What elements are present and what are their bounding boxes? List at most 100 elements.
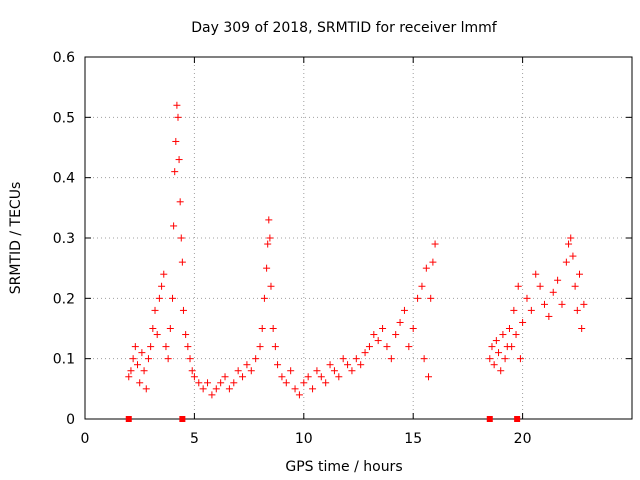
data-point <box>571 282 579 290</box>
data-point <box>562 258 570 266</box>
data-point <box>160 270 168 278</box>
gap-marker <box>514 416 521 422</box>
data-point <box>155 294 163 302</box>
data-point <box>151 306 159 314</box>
data-point <box>429 258 437 266</box>
data-point <box>425 373 433 381</box>
data-point <box>339 355 347 363</box>
data-point <box>499 331 507 339</box>
data-point <box>260 294 268 302</box>
data-point <box>418 282 426 290</box>
data-point <box>265 216 273 224</box>
data-point <box>264 240 272 248</box>
data-point <box>291 385 299 393</box>
data-point <box>170 222 178 230</box>
data-point <box>516 355 524 363</box>
data-point <box>313 367 321 375</box>
data-point <box>149 325 157 332</box>
data-point <box>282 379 290 387</box>
data-point <box>361 349 369 357</box>
data-point <box>184 343 192 351</box>
data-point <box>527 306 535 314</box>
data-point <box>565 240 573 248</box>
x-tick-label: 10 <box>295 431 313 447</box>
data-point <box>166 325 174 332</box>
data-point <box>142 385 150 393</box>
data-point <box>243 361 251 369</box>
data-point <box>144 355 152 363</box>
data-point <box>287 367 295 375</box>
y-tick-label: 0.1 <box>53 352 75 368</box>
data-point <box>567 234 575 242</box>
data-point <box>134 361 142 369</box>
x-tick-label: 5 <box>190 431 199 447</box>
data-point <box>497 367 505 375</box>
data-point <box>431 240 439 248</box>
data-point <box>488 343 496 351</box>
y-tick-label: 0.6 <box>53 50 75 66</box>
data-point <box>335 373 343 381</box>
data-point <box>239 373 247 381</box>
data-point <box>131 343 139 351</box>
data-point <box>427 294 435 302</box>
data-point <box>409 325 417 332</box>
data-point <box>175 156 183 164</box>
data-point <box>127 367 135 375</box>
data-point <box>212 385 220 393</box>
data-point <box>508 343 516 351</box>
data-point <box>510 306 518 314</box>
data-point <box>540 300 548 308</box>
data-point <box>387 355 395 363</box>
data-point <box>370 331 378 339</box>
data-point <box>221 373 229 381</box>
y-tick-label: 0.2 <box>53 291 75 307</box>
data-point <box>173 101 181 109</box>
gap-marker <box>179 416 186 422</box>
data-point <box>304 373 312 381</box>
data-point <box>234 367 242 375</box>
data-point <box>178 258 186 266</box>
data-point <box>400 306 408 314</box>
data-point <box>348 367 356 375</box>
data-point <box>177 234 185 242</box>
data-point <box>523 294 531 302</box>
data-point <box>422 264 430 272</box>
data-point <box>258 325 266 332</box>
data-point <box>512 331 520 339</box>
data-point <box>136 379 144 387</box>
y-tick-label: 0.5 <box>53 110 75 126</box>
data-point <box>374 337 382 345</box>
data-point <box>147 343 155 351</box>
data-point <box>379 325 387 332</box>
x-tick-label: 15 <box>404 431 422 447</box>
data-point <box>505 325 513 332</box>
data-point <box>495 349 503 357</box>
data-point <box>490 361 498 369</box>
data-point <box>271 343 279 351</box>
data-point <box>252 355 260 363</box>
data-point <box>247 367 255 375</box>
axis-ticks: 0 5 10 15 20 0 0.1 0.2 0.3 0.4 0.5 0.6 <box>53 50 632 447</box>
data-point <box>269 325 277 332</box>
data-point <box>188 367 196 375</box>
data-point <box>125 373 133 381</box>
data-point <box>486 355 494 363</box>
data-point <box>278 373 286 381</box>
data-point <box>266 234 274 242</box>
data-point <box>549 288 557 296</box>
data-point <box>190 373 198 381</box>
data-point <box>171 168 179 176</box>
data-point <box>405 343 413 351</box>
data-point <box>162 343 170 351</box>
data-point <box>357 361 365 369</box>
data-point <box>140 367 148 375</box>
data-point <box>569 252 577 260</box>
data-point <box>267 282 275 290</box>
data-point <box>536 282 544 290</box>
data-point <box>186 355 194 363</box>
data-point <box>575 270 583 278</box>
data-point <box>519 318 527 326</box>
data-point <box>492 337 500 345</box>
data-point <box>217 379 225 387</box>
